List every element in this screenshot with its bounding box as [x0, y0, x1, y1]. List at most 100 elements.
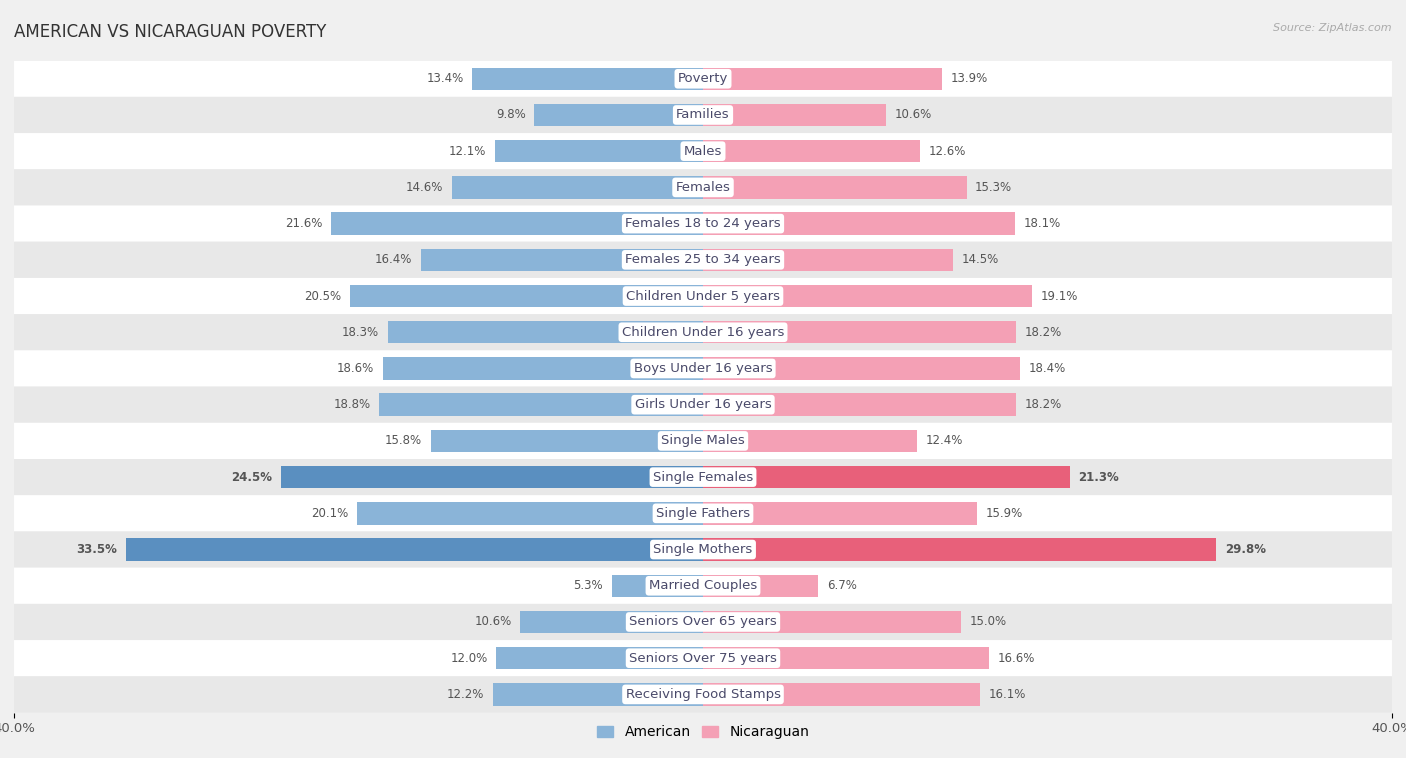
Bar	[496, 647, 703, 669]
Bar	[703, 104, 886, 126]
Text: Poverty: Poverty	[678, 72, 728, 85]
Text: 6.7%: 6.7%	[827, 579, 856, 592]
Bar	[703, 502, 977, 525]
Bar	[703, 249, 953, 271]
Bar	[703, 393, 1017, 416]
Bar	[703, 140, 920, 162]
FancyBboxPatch shape	[14, 640, 1392, 676]
Bar	[703, 357, 1019, 380]
Text: Single Males: Single Males	[661, 434, 745, 447]
Bar	[703, 67, 942, 90]
Text: 12.0%: 12.0%	[450, 652, 488, 665]
Text: 16.6%: 16.6%	[997, 652, 1035, 665]
Text: Males: Males	[683, 145, 723, 158]
FancyBboxPatch shape	[14, 61, 1392, 97]
Text: Females 18 to 24 years: Females 18 to 24 years	[626, 217, 780, 230]
FancyBboxPatch shape	[14, 314, 1392, 350]
Text: 10.6%: 10.6%	[475, 615, 512, 628]
Text: 15.9%: 15.9%	[986, 507, 1022, 520]
Text: 29.8%: 29.8%	[1225, 543, 1265, 556]
FancyBboxPatch shape	[14, 495, 1392, 531]
Text: Girls Under 16 years: Girls Under 16 years	[634, 398, 772, 411]
Bar	[703, 611, 962, 633]
Text: 18.3%: 18.3%	[342, 326, 380, 339]
Bar	[703, 212, 1015, 235]
Text: Married Couples: Married Couples	[650, 579, 756, 592]
Text: AMERICAN VS NICARAGUAN POVERTY: AMERICAN VS NICARAGUAN POVERTY	[14, 23, 326, 41]
Text: 21.6%: 21.6%	[285, 217, 322, 230]
Bar	[703, 321, 1017, 343]
Bar	[703, 466, 1070, 488]
FancyBboxPatch shape	[14, 242, 1392, 278]
Bar	[703, 683, 980, 706]
Text: Boys Under 16 years: Boys Under 16 years	[634, 362, 772, 375]
Text: 14.6%: 14.6%	[405, 181, 443, 194]
FancyBboxPatch shape	[14, 676, 1392, 713]
Text: 18.2%: 18.2%	[1025, 326, 1063, 339]
Text: Single Fathers: Single Fathers	[657, 507, 749, 520]
Bar	[520, 611, 703, 633]
Bar	[357, 502, 703, 525]
Text: 10.6%: 10.6%	[894, 108, 931, 121]
Text: 16.4%: 16.4%	[374, 253, 412, 266]
Text: Females 25 to 34 years: Females 25 to 34 years	[626, 253, 780, 266]
Bar	[534, 104, 703, 126]
Bar	[495, 140, 703, 162]
Bar	[380, 393, 703, 416]
Text: 12.6%: 12.6%	[928, 145, 966, 158]
Bar	[350, 285, 703, 307]
Bar	[451, 176, 703, 199]
Bar	[430, 430, 703, 452]
Text: 12.2%: 12.2%	[447, 688, 484, 701]
Text: 15.8%: 15.8%	[385, 434, 422, 447]
Text: Source: ZipAtlas.com: Source: ZipAtlas.com	[1274, 23, 1392, 33]
Bar	[330, 212, 703, 235]
Bar	[420, 249, 703, 271]
Text: Single Mothers: Single Mothers	[654, 543, 752, 556]
Text: 13.9%: 13.9%	[950, 72, 988, 85]
Bar	[127, 538, 703, 561]
FancyBboxPatch shape	[14, 97, 1392, 133]
FancyBboxPatch shape	[14, 350, 1392, 387]
FancyBboxPatch shape	[14, 531, 1392, 568]
Text: 18.6%: 18.6%	[337, 362, 374, 375]
Text: 24.5%: 24.5%	[232, 471, 273, 484]
Text: 33.5%: 33.5%	[76, 543, 117, 556]
Text: 18.8%: 18.8%	[333, 398, 371, 411]
Text: 18.2%: 18.2%	[1025, 398, 1063, 411]
Text: Single Females: Single Females	[652, 471, 754, 484]
FancyBboxPatch shape	[14, 568, 1392, 604]
Text: Seniors Over 75 years: Seniors Over 75 years	[628, 652, 778, 665]
Text: 18.4%: 18.4%	[1029, 362, 1066, 375]
Text: 12.4%: 12.4%	[925, 434, 963, 447]
FancyBboxPatch shape	[14, 278, 1392, 314]
Bar	[612, 575, 703, 597]
FancyBboxPatch shape	[14, 169, 1392, 205]
FancyBboxPatch shape	[14, 423, 1392, 459]
Bar	[703, 575, 818, 597]
Text: 5.3%: 5.3%	[574, 579, 603, 592]
Bar	[703, 430, 917, 452]
Text: Females: Females	[675, 181, 731, 194]
FancyBboxPatch shape	[14, 387, 1392, 423]
Bar	[703, 285, 1032, 307]
Text: 19.1%: 19.1%	[1040, 290, 1078, 302]
Text: 13.4%: 13.4%	[426, 72, 464, 85]
Bar	[703, 176, 966, 199]
Text: 9.8%: 9.8%	[496, 108, 526, 121]
Text: 14.5%: 14.5%	[962, 253, 998, 266]
Bar	[281, 466, 703, 488]
Text: Receiving Food Stamps: Receiving Food Stamps	[626, 688, 780, 701]
Bar	[703, 538, 1216, 561]
Text: 15.0%: 15.0%	[970, 615, 1007, 628]
Text: 21.3%: 21.3%	[1078, 471, 1119, 484]
FancyBboxPatch shape	[14, 459, 1392, 495]
Bar	[494, 683, 703, 706]
Text: 18.1%: 18.1%	[1024, 217, 1060, 230]
Text: Seniors Over 65 years: Seniors Over 65 years	[628, 615, 778, 628]
Text: 12.1%: 12.1%	[449, 145, 486, 158]
Bar	[472, 67, 703, 90]
Text: 20.5%: 20.5%	[304, 290, 342, 302]
FancyBboxPatch shape	[14, 205, 1392, 242]
Text: Children Under 16 years: Children Under 16 years	[621, 326, 785, 339]
